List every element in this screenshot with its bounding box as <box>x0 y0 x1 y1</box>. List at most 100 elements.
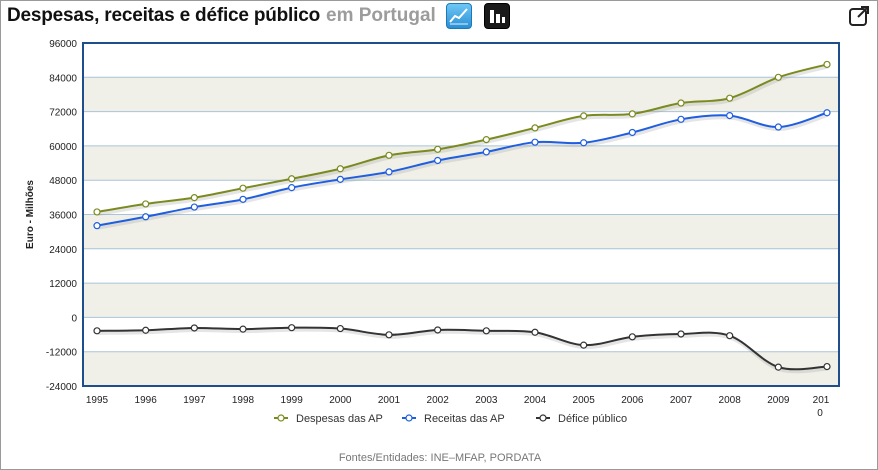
data-point <box>726 332 734 340</box>
legend-label: Receitas das AP <box>424 413 505 425</box>
y-tick-label: 0 <box>71 313 77 324</box>
plot-band <box>83 283 839 318</box>
series-line-shadow <box>97 112 829 230</box>
data-point <box>336 324 344 333</box>
data-point <box>531 124 539 132</box>
y-tick-label: 36000 <box>49 211 77 222</box>
data-point <box>93 208 101 216</box>
data-point <box>823 60 831 69</box>
data-point <box>288 324 296 332</box>
data-point <box>628 333 636 341</box>
x-tick-label: 1996 <box>135 395 158 406</box>
x-tick-label: 2006 <box>621 395 644 406</box>
data-point <box>142 326 150 334</box>
plot-band <box>83 180 839 215</box>
x-tick-label: 1998 <box>232 395 255 406</box>
data-point <box>288 184 296 192</box>
y-tick-label: 84000 <box>49 73 77 84</box>
x-tick-label: 2002 <box>427 395 450 406</box>
x-tick-label: 1997 <box>183 395 206 406</box>
data-point <box>239 195 247 203</box>
y-axis-title: Euro - Milhões <box>25 180 36 249</box>
legend-swatch-marker <box>277 414 285 422</box>
data-point <box>531 138 539 146</box>
legend-swatch-marker <box>539 414 547 422</box>
data-point <box>434 145 442 153</box>
y-tick-label: 60000 <box>49 142 77 153</box>
x-tick-label: 1999 <box>281 395 304 406</box>
plot-band <box>83 317 839 352</box>
series-line-2 <box>96 111 828 227</box>
y-tick-label: 12000 <box>49 279 77 290</box>
data-point <box>190 194 198 202</box>
legend-label: Despesas das AP <box>296 413 383 425</box>
y-tick-label: 24000 <box>49 245 77 256</box>
x-tick-label: 2004 <box>524 395 547 406</box>
data-point <box>190 324 198 332</box>
data-point <box>482 136 490 144</box>
data-point <box>239 184 247 192</box>
data-point <box>239 325 247 333</box>
x-tick-label: 2008 <box>719 395 742 406</box>
plot-band <box>83 43 839 78</box>
data-point <box>580 341 588 349</box>
data-point <box>434 326 442 334</box>
data-point <box>823 109 831 117</box>
x-tick-label: 0 <box>817 408 823 419</box>
line-chart-icon[interactable] <box>445 3 472 29</box>
data-point <box>142 213 150 221</box>
series-line-shadow <box>97 64 829 216</box>
plot-band <box>83 248 839 284</box>
data-point <box>628 128 636 137</box>
data-point <box>677 99 685 107</box>
data-point <box>726 112 734 120</box>
x-tick-label: 2009 <box>767 395 790 406</box>
plot-band <box>83 111 839 146</box>
bar-chart-icon[interactable] <box>483 3 510 29</box>
chart-region-link[interactable]: em Portugal <box>326 5 436 26</box>
plot-band <box>83 214 839 249</box>
x-tick-label: 2003 <box>475 395 498 406</box>
x-tick-label: 2005 <box>573 395 596 406</box>
line-chart: 96000 84000 72000 60000 48000 36000 24000 12000… <box>25 39 840 425</box>
y-tick-label: 72000 <box>49 108 77 119</box>
x-tick-label: 1995 <box>86 395 109 406</box>
data-point <box>190 203 198 211</box>
plot-band <box>83 145 839 181</box>
data-point <box>726 94 734 102</box>
series-line-3 <box>96 326 828 371</box>
data-point <box>142 200 150 208</box>
data-point <box>774 73 782 81</box>
data-point <box>774 123 782 131</box>
data-point <box>93 327 101 335</box>
series-line-1 <box>96 63 828 213</box>
y-tick-label: -12000 <box>46 348 78 359</box>
data-point <box>482 327 490 335</box>
data-point <box>580 139 588 147</box>
legend-label: Défice público <box>558 413 627 425</box>
chart-title: Despesas, receitas e défice público <box>7 5 320 26</box>
legend-swatch-marker <box>405 414 413 422</box>
data-point <box>93 222 101 230</box>
data-point <box>677 330 685 338</box>
plot-frame <box>82 42 840 387</box>
x-tick-label: 201 <box>813 395 830 406</box>
data-point <box>385 331 393 339</box>
data-point <box>531 328 539 336</box>
data-point <box>434 156 442 165</box>
data-point <box>288 175 296 183</box>
data-point <box>385 168 393 176</box>
y-tick-label: 96000 <box>49 39 77 50</box>
data-point <box>336 175 344 183</box>
plot-band <box>83 77 839 112</box>
plot-band <box>83 351 839 386</box>
expand-icon[interactable] <box>847 4 871 28</box>
data-point <box>823 362 831 371</box>
source-note: Fontes/Entidades: INE–MFAP, PORDATA <box>338 452 542 464</box>
x-tick-label: 2000 <box>329 395 352 406</box>
data-point <box>628 110 636 118</box>
x-tick-label: 2001 <box>378 395 401 406</box>
data-point <box>580 112 588 120</box>
data-point <box>336 165 344 173</box>
